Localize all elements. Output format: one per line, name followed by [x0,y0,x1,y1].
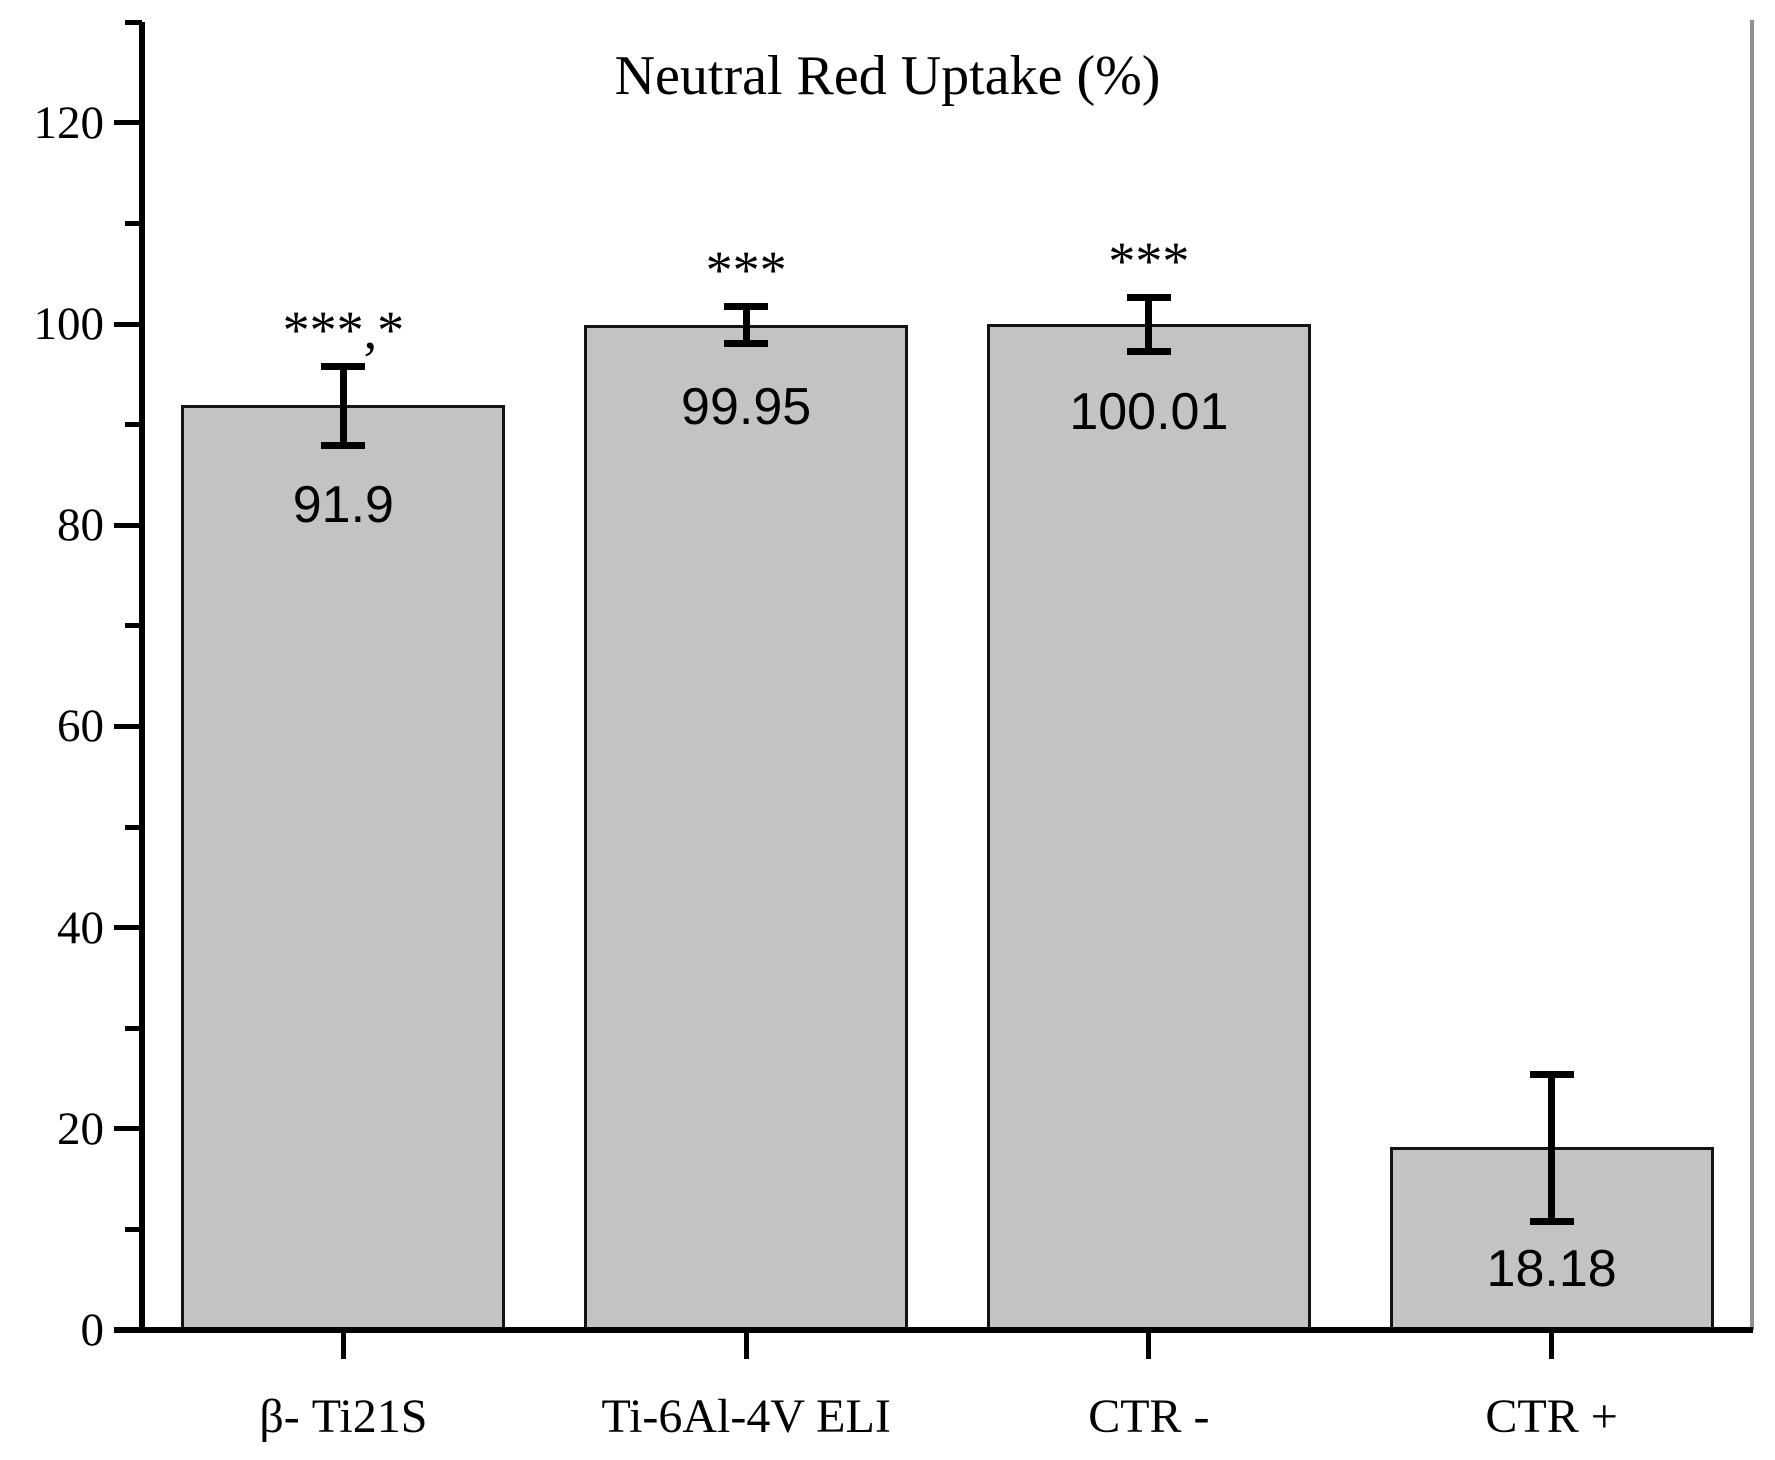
y-axis-major-tick [114,723,142,729]
error-bar [1145,296,1153,352]
y-axis-minor-tick [125,1226,142,1232]
y-axis-minor-tick [125,824,142,830]
y-axis-major-tick [114,1126,142,1132]
y-axis-major-tick [114,120,142,126]
error-bar-top-cap [321,363,366,371]
significance-annotation: ***,* [282,300,405,361]
y-axis-line [139,22,145,1333]
y-axis-tick-label: 120 [33,96,105,149]
x-axis-tick [340,1333,346,1359]
x-axis-category-label: Ti-6Al-4V ELI [601,1390,891,1443]
bar-value-label: 91.9 [292,476,394,535]
y-axis-tick-label: 40 [57,901,104,954]
significance-annotation: *** [1108,230,1190,291]
y-axis-minor-tick [125,623,142,629]
x-axis-line [114,1327,1753,1333]
x-axis-tick [1549,1333,1555,1359]
error-bar [1548,1073,1556,1221]
bar-value-label: 18.18 [1486,1240,1617,1299]
y-axis-tick-label: 80 [57,499,104,552]
x-axis-tick [1146,1333,1152,1359]
bar-value-label: 100.01 [1069,382,1229,441]
significance-annotation: *** [705,240,787,301]
bar-value-label: 99.95 [681,377,812,436]
y-axis-minor-tick [125,19,142,25]
y-axis-tick-label: 20 [57,1102,104,1155]
y-axis-minor-tick [125,422,142,428]
error-bar-top-cap [1529,1070,1574,1078]
chart-title: Neutral Red Uptake (%) [614,45,1161,107]
error-bar-bottom-cap [1529,1217,1574,1225]
error-bar [339,366,347,445]
y-axis-tick-label: 0 [80,1304,105,1356]
bar [584,324,909,1333]
error-bar-top-cap [1126,293,1171,301]
plot-right-frame [1750,20,1754,1330]
bar [181,405,506,1333]
error-bar-bottom-cap [1126,348,1171,356]
x-axis-tick [743,1333,749,1359]
error-bar-bottom-cap [321,441,366,449]
y-axis-major-tick [114,522,142,528]
error-bar [742,306,750,343]
y-axis-major-tick [114,1327,142,1333]
y-axis-minor-tick [125,220,142,226]
error-bar-top-cap [724,303,769,311]
x-axis-category-label: β- Ti21S [259,1390,428,1443]
y-axis-major-tick [114,925,142,931]
y-axis-tick-label: 60 [57,700,104,753]
y-axis-tick-label: 100 [33,298,105,350]
x-axis-category-label: CTR - [1088,1390,1210,1443]
error-bar-bottom-cap [724,339,769,347]
x-axis-category-label: CTR + [1485,1390,1618,1443]
bar [986,323,1311,1333]
y-axis-minor-tick [125,1025,142,1031]
y-axis-major-tick [114,321,142,327]
